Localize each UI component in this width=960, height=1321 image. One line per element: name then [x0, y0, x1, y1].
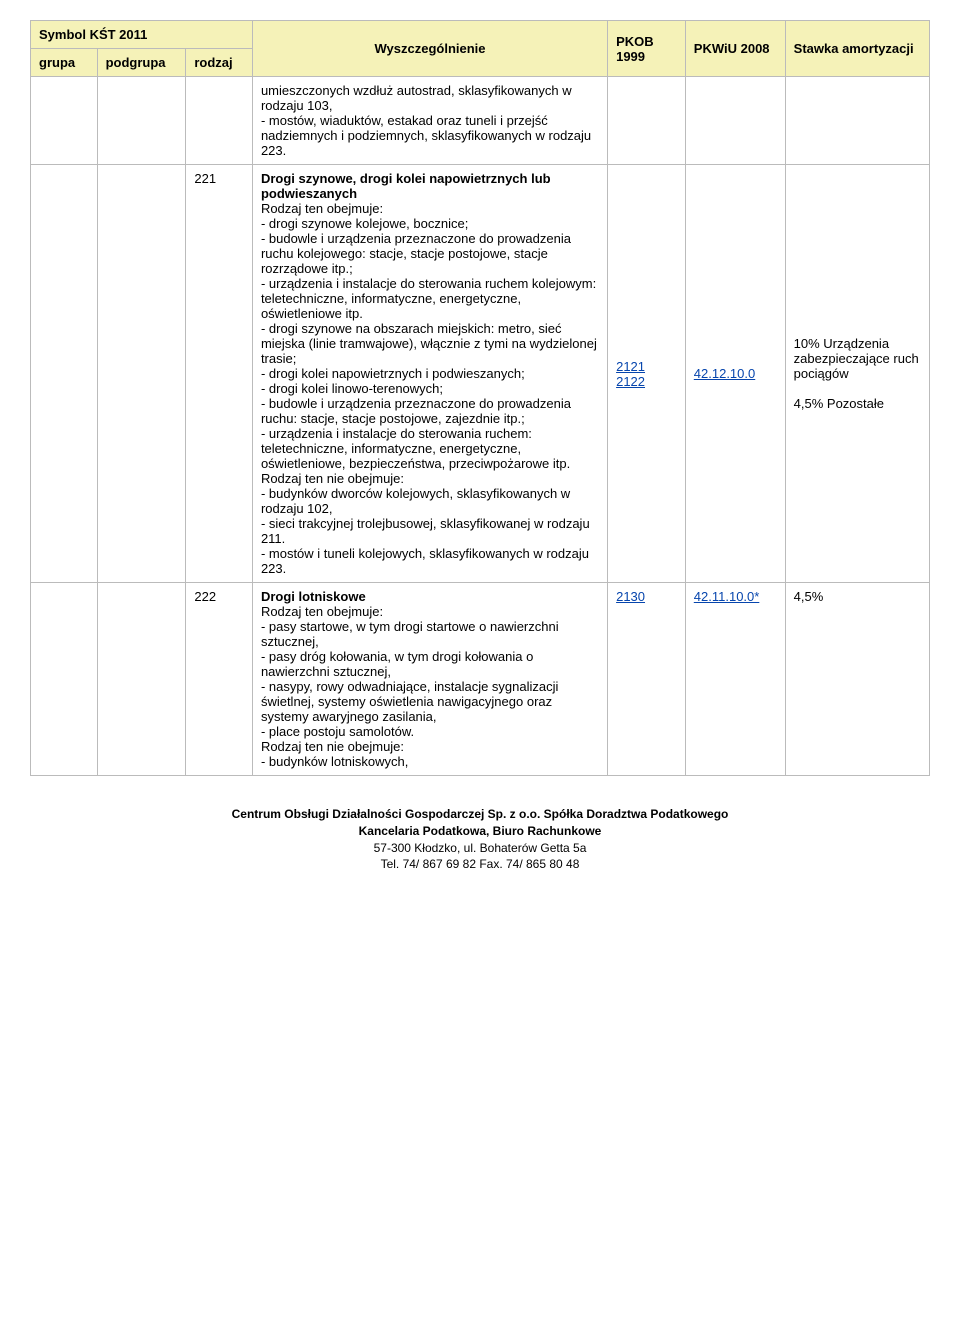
footer-line: Kancelaria Podatkowa, Biuro Rachunkowe: [30, 823, 930, 840]
cell-pkwiu: 42.12.10.0: [685, 165, 785, 583]
cell-desc: Drogi lotniskowe Rodzaj ten obejmuje: - …: [252, 583, 607, 776]
desc-body: Rodzaj ten obejmuje: - drogi szynowe kol…: [261, 201, 597, 576]
cell-grupa: [31, 583, 98, 776]
header-wyszczegolnienie: Wyszczególnienie: [252, 21, 607, 77]
cell-rodzaj: [186, 77, 253, 165]
header-pkob: PKOB 1999: [608, 21, 686, 77]
cell-pkwiu: 42.11.10.0*: [685, 583, 785, 776]
table-row: 222 Drogi lotniskowe Rodzaj ten obejmuje…: [31, 583, 930, 776]
stawka-text: 10% Urządzenia zabezpieczające ruch poci…: [794, 336, 919, 381]
stawka-text: 4,5% Pozostałe: [794, 396, 884, 411]
desc-body: Rodzaj ten obejmuje: - pasy startowe, w …: [261, 604, 559, 769]
table-row: umieszczonych wzdłuż autostrad, sklasyfi…: [31, 77, 930, 165]
cell-rodzaj: 221: [186, 165, 253, 583]
desc-title: Drogi szynowe, drogi kolei napowietrznyc…: [261, 171, 551, 201]
pkob-link[interactable]: 2130: [616, 589, 645, 604]
header-symbol: Symbol KŚT 2011: [31, 21, 253, 49]
classification-table: Symbol KŚT 2011 Wyszczególnienie PKOB 19…: [30, 20, 930, 776]
footer-line: 57-300 Kłodzko, ul. Bohaterów Getta 5a: [30, 840, 930, 857]
pkwiu-link[interactable]: 42.12.10.0: [694, 366, 755, 381]
cell-stawka: 10% Urządzenia zabezpieczające ruch poci…: [785, 165, 929, 583]
footer-line: Centrum Obsługi Działalności Gospodarcze…: [30, 806, 930, 823]
page-footer: Centrum Obsługi Działalności Gospodarcze…: [30, 806, 930, 873]
table-row: 221 Drogi szynowe, drogi kolei napowietr…: [31, 165, 930, 583]
desc-title: Drogi lotniskowe: [261, 589, 366, 604]
cell-grupa: [31, 165, 98, 583]
cell-pkob: 2121 2122: [608, 165, 686, 583]
header-grupa: grupa: [31, 49, 98, 77]
cell-rodzaj: 222: [186, 583, 253, 776]
cell-grupa: [31, 77, 98, 165]
cell-desc: Drogi szynowe, drogi kolei napowietrznyc…: [252, 165, 607, 583]
cell-podgrupa: [97, 583, 186, 776]
footer-line: Tel. 74/ 867 69 82 Fax. 74/ 865 80 48: [30, 856, 930, 873]
cell-podgrupa: [97, 165, 186, 583]
cell-pkwiu: [685, 77, 785, 165]
cell-pkob: [608, 77, 686, 165]
header-pkwiu: PKWiU 2008: [685, 21, 785, 77]
cell-desc: umieszczonych wzdłuż autostrad, sklasyfi…: [252, 77, 607, 165]
cell-stawka: [785, 77, 929, 165]
pkwiu-link[interactable]: 42.11.10.0*: [694, 589, 760, 604]
cell-stawka: 4,5%: [785, 583, 929, 776]
cell-pkob: 2130: [608, 583, 686, 776]
cell-podgrupa: [97, 77, 186, 165]
pkob-link[interactable]: 2122: [616, 374, 645, 389]
pkob-link[interactable]: 2121: [616, 359, 645, 374]
header-rodzaj: rodzaj: [186, 49, 253, 77]
header-podgrupa: podgrupa: [97, 49, 186, 77]
header-stawka: Stawka amortyzacji: [785, 21, 929, 77]
